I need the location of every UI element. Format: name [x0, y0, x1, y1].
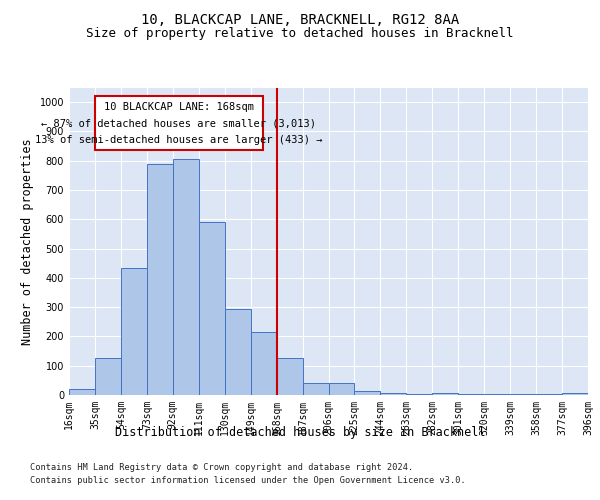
Bar [536, 394, 562, 395]
Bar [224, 308, 251, 395]
Bar [199, 222, 224, 395]
Bar [147, 164, 173, 395]
Text: Size of property relative to detached houses in Bracknell: Size of property relative to detached ho… [86, 28, 514, 40]
Text: Distribution of detached houses by size in Bracknell: Distribution of detached houses by size … [115, 426, 485, 439]
Text: 10, BLACKCAP LANE, BRACKNELL, RG12 8AA: 10, BLACKCAP LANE, BRACKNELL, RG12 8AA [141, 12, 459, 26]
Text: 13% of semi-detached houses are larger (433) →: 13% of semi-detached houses are larger (… [35, 136, 323, 145]
Text: 10 BLACKCAP LANE: 168sqm: 10 BLACKCAP LANE: 168sqm [104, 102, 254, 112]
Bar [380, 392, 406, 395]
Bar [510, 394, 536, 395]
Text: ← 87% of detached houses are smaller (3,013): ← 87% of detached houses are smaller (3,… [41, 118, 316, 128]
Bar [432, 392, 458, 395]
Bar [355, 392, 380, 395]
Bar [562, 392, 588, 395]
Bar [121, 268, 147, 395]
Bar [302, 384, 329, 395]
Bar [69, 389, 95, 395]
Bar [173, 159, 199, 395]
Text: Contains HM Land Registry data © Crown copyright and database right 2024.: Contains HM Land Registry data © Crown c… [30, 462, 413, 471]
Bar [277, 358, 302, 395]
Bar [329, 384, 355, 395]
Bar [484, 394, 510, 395]
Y-axis label: Number of detached properties: Number of detached properties [21, 138, 34, 344]
Bar [458, 394, 484, 395]
FancyBboxPatch shape [95, 96, 263, 150]
Bar [95, 358, 121, 395]
Bar [406, 394, 432, 395]
Bar [251, 332, 277, 395]
Text: Contains public sector information licensed under the Open Government Licence v3: Contains public sector information licen… [30, 476, 466, 485]
